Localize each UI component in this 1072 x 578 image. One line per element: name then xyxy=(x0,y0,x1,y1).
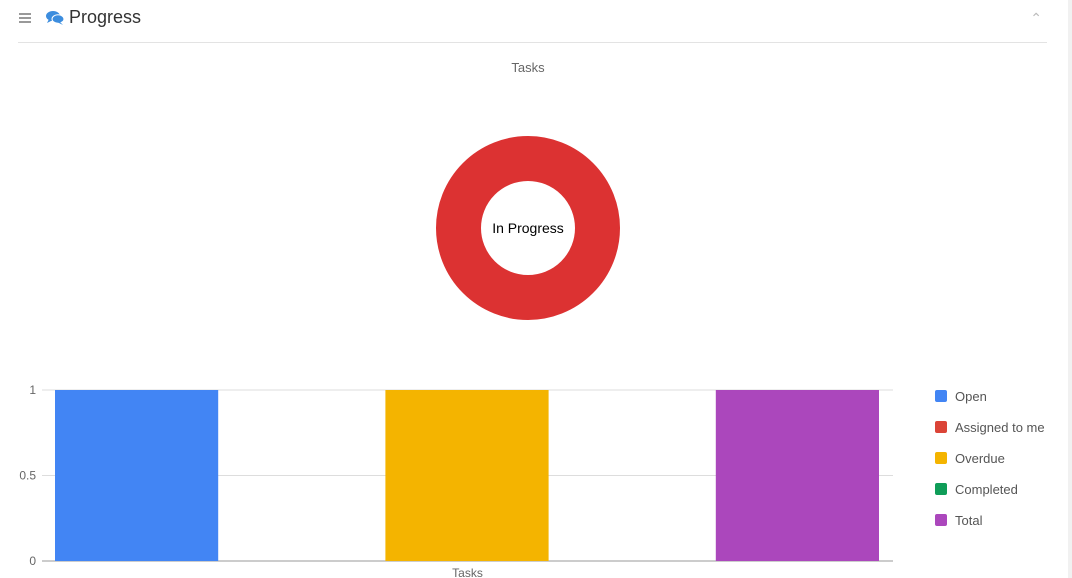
legend-label[interactable]: Open xyxy=(955,389,987,404)
bar-total[interactable] xyxy=(715,390,879,561)
legend-swatch xyxy=(935,483,947,495)
legend-swatch xyxy=(935,452,947,464)
x-tick-label: Tasks xyxy=(452,566,483,578)
donut-slice[interactable] xyxy=(436,136,620,320)
y-tick-label: 0.5 xyxy=(19,469,36,483)
panel-title: Progress xyxy=(69,7,142,27)
menu-icon[interactable] xyxy=(19,13,31,23)
scrollbar[interactable] xyxy=(1068,0,1072,578)
donut-title: Tasks xyxy=(511,60,545,75)
donut-center-label: In Progress xyxy=(492,220,564,236)
bar-open[interactable] xyxy=(55,390,219,561)
y-tick-label: 1 xyxy=(29,383,36,397)
legend-label[interactable]: Total xyxy=(955,513,983,528)
legend-swatch xyxy=(935,514,947,526)
chevron-up-icon[interactable]: ⌃ xyxy=(1030,10,1042,26)
panel-header: Progress ⌃ xyxy=(18,0,1047,43)
legend-label[interactable]: Overdue xyxy=(955,451,1005,466)
y-tick-label: 0 xyxy=(29,554,36,568)
legend-label[interactable]: Completed xyxy=(955,482,1018,497)
bar-overdue[interactable] xyxy=(385,390,549,561)
legend-swatch xyxy=(935,421,947,433)
legend-label[interactable]: Assigned to me xyxy=(955,420,1045,435)
comments-icon xyxy=(46,11,64,25)
legend-swatch xyxy=(935,390,947,402)
